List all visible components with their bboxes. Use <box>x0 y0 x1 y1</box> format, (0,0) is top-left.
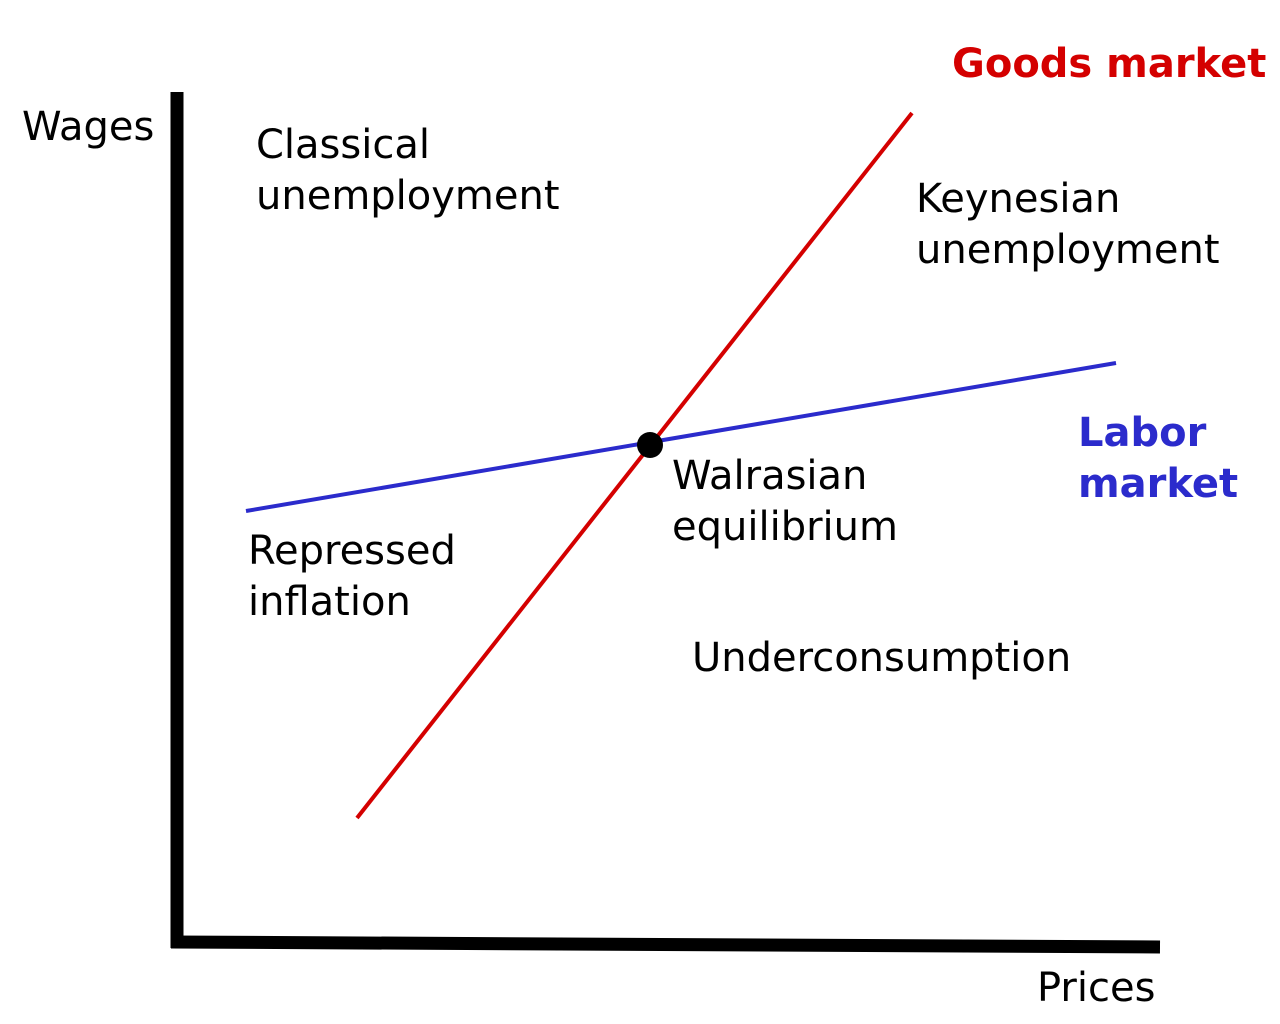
goods-market-label: Goods market <box>952 41 1266 87</box>
classical-unemployment-label-line1: Classical <box>256 122 430 168</box>
underconsumption-label: Underconsumption <box>692 635 1071 681</box>
walrasian-equilibrium-point <box>637 432 663 458</box>
x-axis-label: Prices <box>1037 965 1155 1011</box>
walrasian-equilibrium-label-line2: equilibrium <box>672 504 898 550</box>
repressed-inflation-label-line1: Repressed <box>248 528 456 574</box>
x-axis <box>170 935 1161 954</box>
y-axis-label: Wages <box>22 104 154 150</box>
walrasian-equilibrium-label-line1: Walrasian <box>672 453 867 499</box>
keynesian-unemployment-label-line2: unemployment <box>916 227 1220 273</box>
keynesian-unemployment-label-line1: Keynesian <box>916 176 1120 222</box>
labor-market-label-line1: Labor <box>1078 410 1207 456</box>
repressed-inflation-label-line2: inflation <box>248 579 411 625</box>
goods-market-curve <box>355 111 914 820</box>
labor-market-label-line2: market <box>1078 461 1238 507</box>
labor-market-curve <box>245 361 1117 513</box>
classical-unemployment-label-line2: unemployment <box>256 173 560 219</box>
